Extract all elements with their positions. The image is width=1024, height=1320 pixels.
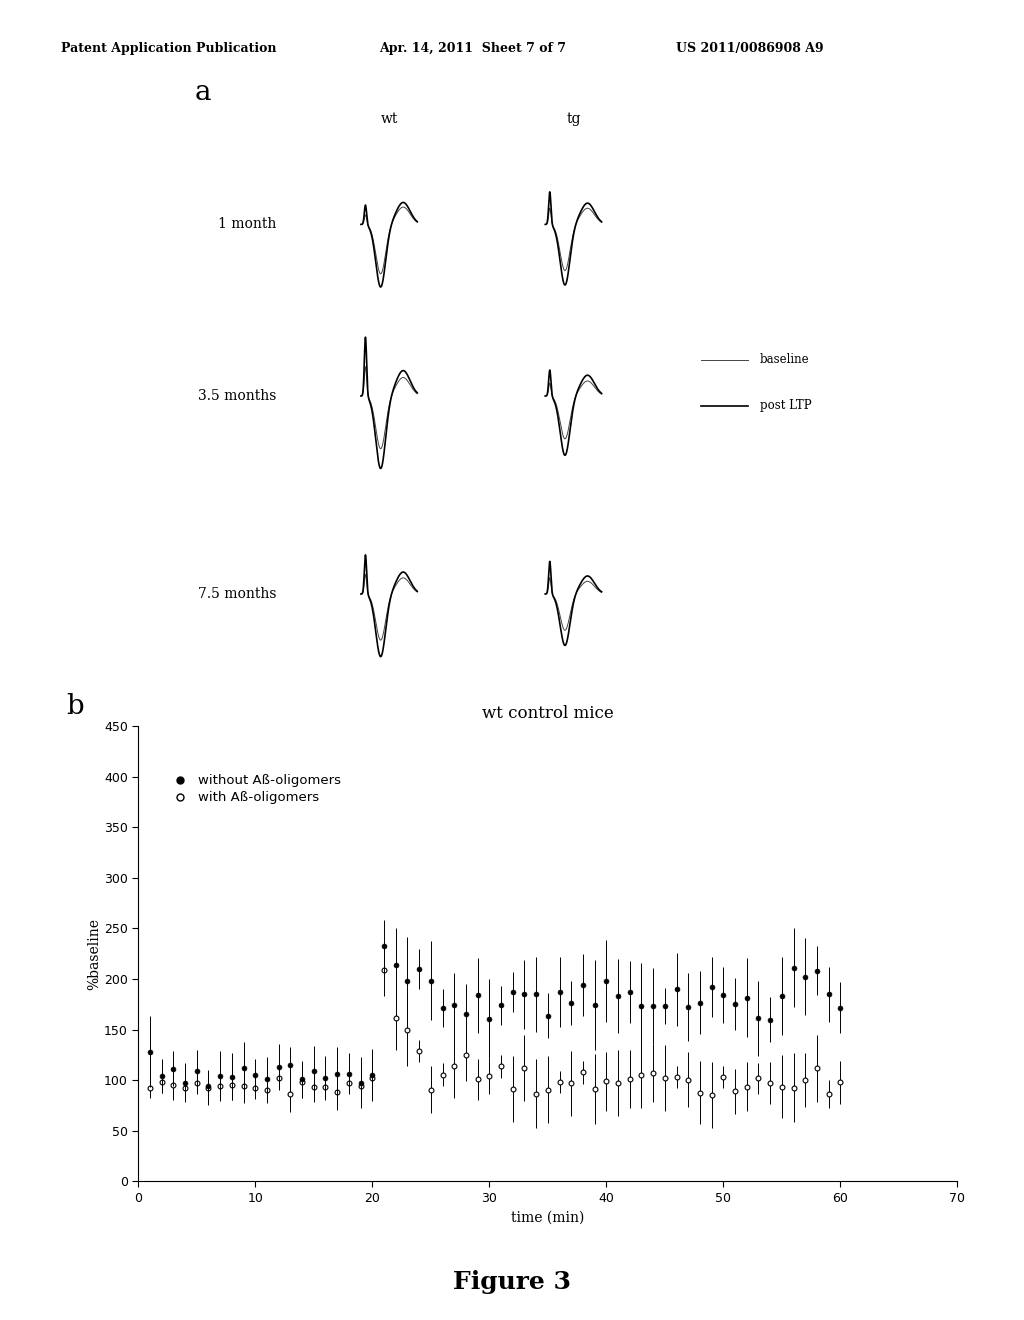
Text: Figure 3: Figure 3 [453,1270,571,1294]
Text: post LTP: post LTP [760,400,811,412]
Text: Patent Application Publication: Patent Application Publication [61,42,276,55]
Text: 3.5 months: 3.5 months [198,389,276,403]
Y-axis label: %baseline: %baseline [87,917,101,990]
Title: wt control mice: wt control mice [482,705,613,722]
X-axis label: time (min): time (min) [511,1210,585,1225]
Text: Apr. 14, 2011  Sheet 7 of 7: Apr. 14, 2011 Sheet 7 of 7 [379,42,566,55]
Legend: without Aß-oligomers, with Aß-oligomers: without Aß-oligomers, with Aß-oligomers [161,770,346,809]
Text: b: b [67,693,84,719]
Text: a: a [195,79,211,106]
Text: wt: wt [381,112,397,127]
Text: baseline: baseline [760,354,809,366]
Text: 1 month: 1 month [218,218,276,231]
Text: tg: tg [566,112,581,127]
Text: US 2011/0086908 A9: US 2011/0086908 A9 [676,42,823,55]
Text: 7.5 months: 7.5 months [198,587,276,601]
